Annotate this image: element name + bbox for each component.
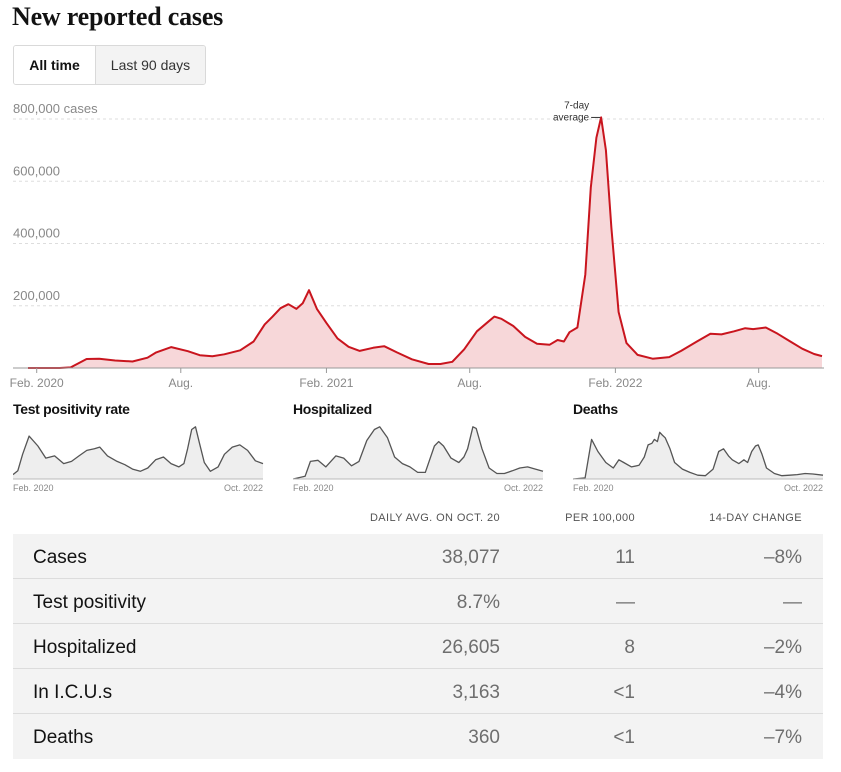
x-tick-label: Feb. 2021	[299, 376, 353, 390]
x-tick-label: Feb. 2020	[10, 376, 64, 390]
annotation-label: average	[553, 112, 590, 123]
row-label: Hospitalized	[33, 637, 137, 658]
row-daily-avg: 360	[468, 727, 500, 748]
hospitalized-sparkline: Feb. 2020 Oct. 2022	[293, 426, 544, 493]
y-tick-label: 200,000	[13, 288, 60, 303]
y-tick-label: 600,000	[13, 163, 60, 178]
sparkline-x-label: Feb. 2020	[573, 483, 614, 493]
y-tick-label: 800,000 cases	[13, 101, 98, 116]
table-row-test-positivity: Test positivity 8.7% — —	[13, 579, 823, 624]
row-daily-avg: 38,077	[441, 547, 500, 568]
sparkline-x-label: Feb. 2020	[293, 483, 334, 493]
sparkline-line	[573, 431, 824, 480]
sparkline-area	[293, 426, 543, 479]
table-row-hospitalized: Hospitalized 26,605 8 –2%	[13, 624, 823, 669]
positivity-sparkline: Feb. 2020 Oct. 2022	[13, 426, 264, 493]
header-daily-avg: DAILY AVG. ON OCT. 20	[369, 512, 500, 524]
sparkline-area	[13, 426, 263, 479]
x-tick-label: Aug.	[168, 376, 193, 390]
row-label: Deaths	[33, 727, 94, 748]
sparkline-line	[13, 426, 264, 476]
sparkline-x-label: Feb. 2020	[13, 483, 54, 493]
hospitalized-mini-chart: Feb. 2020 Oct. 2022 Hospitalized	[293, 398, 553, 498]
row-per-100k: 11	[615, 547, 635, 568]
x-tick-label: Aug.	[746, 376, 771, 390]
row-label: Test positivity	[33, 592, 146, 613]
row-per-100k: <1	[613, 727, 635, 748]
annotation-label: 7-day	[564, 100, 589, 111]
positivity-title: Test positivity rate	[13, 401, 130, 417]
x-tick-label: Feb. 2022	[588, 376, 642, 390]
cases-area	[28, 117, 822, 369]
sparkline-area	[573, 432, 823, 479]
hospitalized-title: Hospitalized	[293, 401, 372, 417]
header-per-100k: PER 100,000	[565, 512, 635, 524]
row-14day-change: –7%	[763, 727, 802, 748]
sparkline-x-label: Oct. 2022	[784, 483, 823, 493]
header-14day-change: 14-DAY CHANGE	[709, 512, 802, 524]
new-cases-chart: 200,000 400,000 600,000 800,000 cases Feb. 2…	[10, 100, 824, 390]
sparkline-line	[293, 426, 544, 480]
x-tick-label: Aug.	[457, 376, 482, 390]
row-14day-change: –8%	[763, 547, 802, 568]
table-row-cases: Cases 38,077 11 –8%	[13, 534, 823, 579]
last-90-days-button[interactable]: Last 90 days	[95, 46, 205, 84]
row-14day-change: –4%	[763, 682, 802, 703]
row-daily-avg: 8.7%	[456, 592, 500, 613]
row-14day-change: –2%	[763, 637, 802, 658]
table-row-deaths: Deaths 360 <1 –7%	[13, 714, 823, 759]
sparkline-x-label: Oct. 2022	[224, 483, 263, 493]
all-time-button[interactable]: All time	[14, 46, 95, 84]
row-per-100k: <1	[613, 682, 635, 703]
sparkline-x-label: Oct. 2022	[504, 483, 543, 493]
row-per-100k: 8	[624, 637, 635, 658]
table-row-icu: In I.C.U.s 3,163 <1 –4%	[13, 669, 823, 714]
cases-line	[28, 116, 823, 369]
deaths-title: Deaths	[573, 401, 618, 417]
y-tick-label: 400,000	[13, 226, 60, 241]
row-per-100k: —	[616, 592, 635, 613]
row-daily-avg: 3,163	[452, 682, 500, 703]
positivity-mini-chart: Feb. 2020 Oct. 2022 Test positivity rate	[13, 398, 273, 498]
row-14day-change: —	[783, 592, 802, 613]
stats-table: Cases 38,077 11 –8% Test positivity 8.7%…	[13, 534, 823, 759]
deaths-mini-chart: Feb. 2020 Oct. 2022 Deaths	[573, 398, 833, 498]
deaths-sparkline: Feb. 2020 Oct. 2022	[573, 431, 824, 493]
row-label: Cases	[33, 547, 87, 568]
page-title: New reported cases	[12, 2, 224, 31]
time-range-toggle: All time Last 90 days	[13, 45, 206, 85]
row-label: In I.C.U.s	[33, 682, 113, 703]
row-daily-avg: 26,605	[441, 637, 500, 658]
